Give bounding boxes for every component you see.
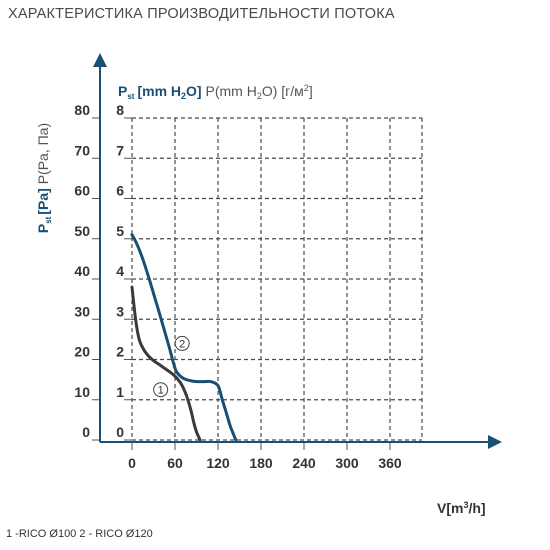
y-tick-label: 30 [74, 303, 90, 319]
series-marker-label-1: 1 [158, 385, 164, 397]
series-layer: 12 [130, 233, 238, 442]
series-marker-1 [153, 382, 169, 398]
y-tick-label: 70 [74, 142, 90, 158]
x-axis-label: V[m3/h] [437, 500, 486, 516]
y-tick-label: 50 [74, 223, 90, 239]
y2-tick-label: 0 [116, 424, 124, 440]
y-tick-label: 60 [74, 183, 90, 199]
series-marker-2 [174, 335, 190, 351]
y2-tick-label: 8 [116, 102, 124, 118]
y-axis-label: Pst[Pa] P(Pa, Па) [35, 123, 53, 233]
series-marker-label-2: 2 [179, 338, 185, 350]
y-tick-label: 20 [74, 344, 90, 360]
x-tick-label: 0 [128, 455, 136, 471]
y-tick-label: 80 [74, 102, 90, 118]
x-tick-label: 60 [167, 455, 183, 471]
x-tick-label: 240 [292, 455, 316, 471]
series-line-1 [130, 285, 202, 442]
y2-tick-label: 4 [116, 263, 124, 279]
y2-tick-label: 3 [116, 303, 124, 319]
tick-layer: 0 010 120 230 340 450 560 670 780 80 60 120 180 240 30… [74, 102, 401, 471]
y2-tick-label: 6 [116, 183, 124, 199]
y2-tick-label: 2 [116, 344, 124, 360]
legend: 1 -RICO Ø100 2 - RICO Ø120 [6, 528, 153, 540]
x-tick-label: 120 [206, 455, 230, 471]
x-tick-label: 180 [249, 455, 273, 471]
y2-tick-label: 7 [116, 142, 124, 158]
y2-tick-label: 1 [116, 384, 124, 400]
x-tick-label: 360 [378, 455, 402, 471]
y-tick-label: 10 [74, 384, 90, 400]
series-line-2 [130, 233, 238, 442]
grid [131, 117, 423, 441]
y-tick-label: 0 [82, 424, 90, 440]
y-tick-label: 40 [74, 263, 90, 279]
x-tick-label: 300 [335, 455, 359, 471]
y2-tick-label: 5 [116, 223, 124, 239]
page-title: ХАРАКТЕРИСТИКА ПРОИЗВОДИТЕЛЬНОСТИ ПОТОКА [8, 6, 395, 22]
y2-axis-label: Pst [mm H2O] P(mm H2O) [г/м2] [118, 83, 313, 101]
